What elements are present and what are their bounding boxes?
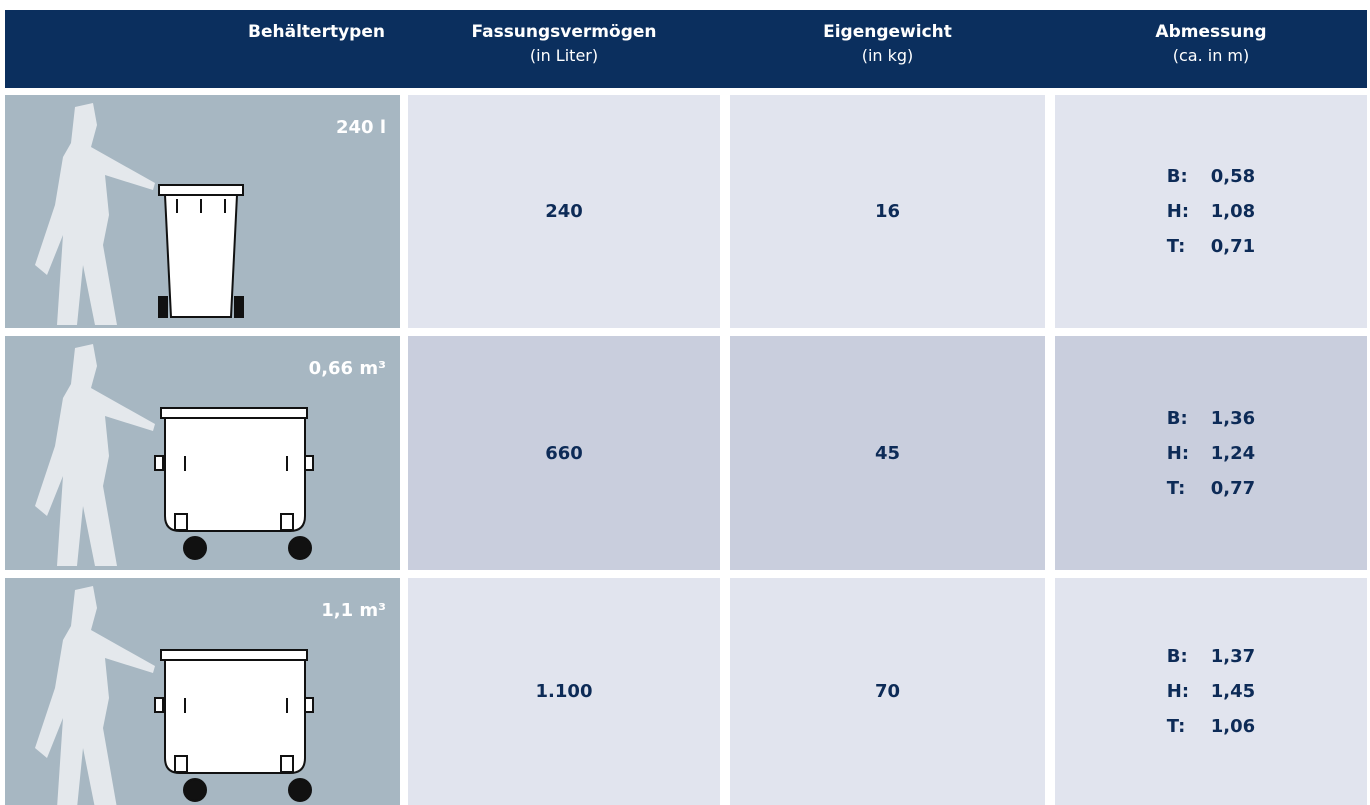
dimension-key: H: <box>1167 443 1211 464</box>
dimension-value: 1,36 <box>1211 408 1255 429</box>
weight-cell: 45 <box>730 336 1045 570</box>
dimension-key: H: <box>1167 681 1211 702</box>
header-subtitle: (in kg) <box>730 46 1045 65</box>
dimension-key: B: <box>1167 408 1211 429</box>
header-title: Behältertypen <box>5 22 385 42</box>
dimension-value: 1,45 <box>1211 681 1255 702</box>
dimension-value: 1,37 <box>1211 646 1255 667</box>
dimension-value: 1,06 <box>1211 716 1255 737</box>
dimension-key: T: <box>1167 236 1211 257</box>
header-subtitle: (ca. in m) <box>1055 46 1367 65</box>
container-image-cell: 0,66 m³ <box>5 336 400 570</box>
container-label: 1,1 m³ <box>321 600 386 621</box>
header-title: Fassungsvermögen <box>408 22 720 42</box>
dimension-key: T: <box>1167 716 1211 737</box>
dimension-key: T: <box>1167 478 1211 499</box>
header-cell: Behältertypen <box>5 10 385 88</box>
container-label: 240 l <box>336 117 386 138</box>
header-cell: Fassungsvermögen (in Liter) <box>408 10 720 88</box>
dimension-value: 0,77 <box>1211 478 1255 499</box>
header-cell: Eigengewicht (in kg) <box>730 10 1045 88</box>
header-subtitle: (in Liter) <box>408 46 720 65</box>
dimension-key: B: <box>1167 646 1211 667</box>
header-cell: Abmessung (ca. in m) <box>1055 10 1367 88</box>
capacity-cell: 240 <box>408 95 720 328</box>
dimension-value: 0,71 <box>1211 236 1255 257</box>
header-title: Abmessung <box>1055 22 1367 42</box>
dimension-value: 1,08 <box>1211 201 1255 222</box>
container-image-cell: 1,1 m³ <box>5 578 400 805</box>
capacity-cell: 660 <box>408 336 720 570</box>
page: Behältertypen Fassungsvermögen (in Liter) E… <box>0 0 1370 805</box>
capacity-cell: 1.100 <box>408 578 720 805</box>
dimension-value: 0,58 <box>1211 166 1255 187</box>
container-label: 0,66 m³ <box>309 358 386 379</box>
dimension-key: H: <box>1167 201 1211 222</box>
weight-cell: 70 <box>730 578 1045 805</box>
dimension-key: B: <box>1167 166 1211 187</box>
dimension-value: 1,24 <box>1211 443 1255 464</box>
header-title: Eigengewicht <box>730 22 1045 42</box>
container-image-cell: 240 l <box>5 95 400 328</box>
weight-cell: 16 <box>730 95 1045 328</box>
